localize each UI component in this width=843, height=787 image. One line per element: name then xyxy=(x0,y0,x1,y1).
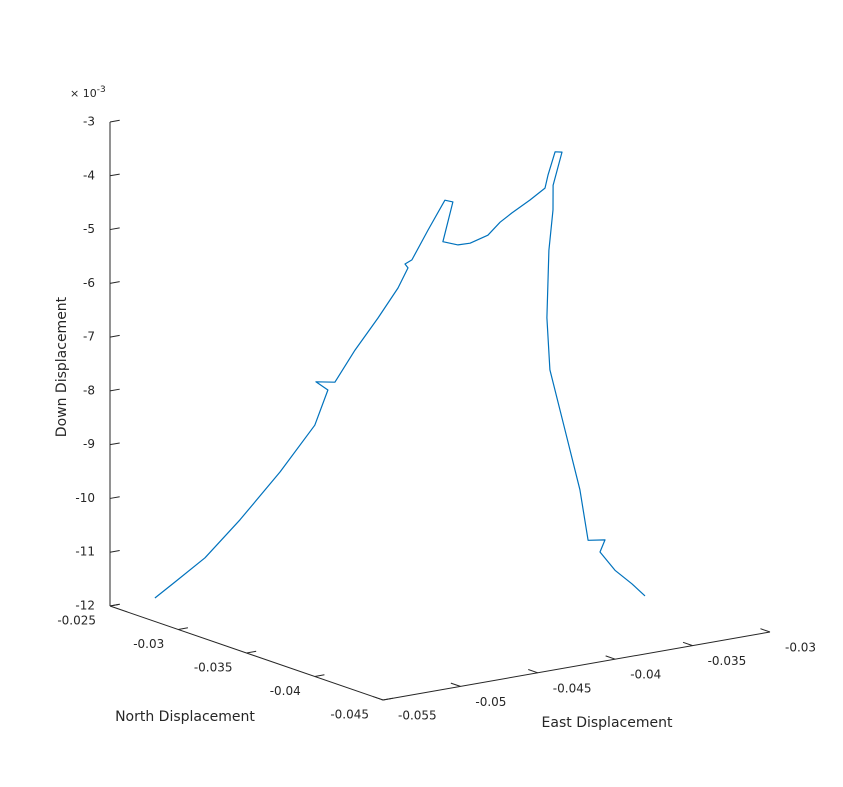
z-tick-label: -12 xyxy=(75,599,95,613)
z-tick xyxy=(109,603,120,607)
z-tick-label: -5 xyxy=(83,222,95,236)
y-tick-label: -0.03 xyxy=(133,637,164,651)
z-tick xyxy=(109,173,120,177)
z-tick xyxy=(109,334,120,338)
z-exponent: × 10-3 xyxy=(70,85,106,101)
y-tick-label: -0.045 xyxy=(330,708,369,722)
z-tick-label: -10 xyxy=(75,491,95,505)
x-tick xyxy=(605,655,616,660)
y-tick-label: -0.025 xyxy=(57,614,96,628)
x-tick-label: -0.03 xyxy=(785,641,816,655)
z-tick-label: -9 xyxy=(83,437,95,451)
x-tick-label: -0.055 xyxy=(398,709,437,723)
y-tick xyxy=(178,627,189,630)
z-exponent-power: -3 xyxy=(97,85,106,95)
y-tick xyxy=(314,674,325,677)
z-tick xyxy=(109,550,120,553)
z-tick-label: -4 xyxy=(83,168,95,182)
y-axis-label: North Displacement xyxy=(115,709,255,725)
z-tick-label: -11 xyxy=(75,545,95,559)
z-exponent-base: × 10 xyxy=(70,87,97,100)
y-tick xyxy=(246,650,257,654)
trajectory-line xyxy=(154,151,646,599)
x-tick xyxy=(373,696,384,701)
z-tick-label: -6 xyxy=(83,276,95,290)
x-tick-label: -0.05 xyxy=(475,695,506,709)
y-tick-label: -0.04 xyxy=(270,684,301,698)
x-tick-label: -0.035 xyxy=(708,654,747,668)
z-tick xyxy=(109,281,120,284)
x-tick-label: -0.045 xyxy=(553,681,592,695)
z-tick xyxy=(109,119,120,123)
x-tick xyxy=(528,669,538,674)
x-tick xyxy=(450,682,461,687)
z-tick xyxy=(109,442,120,446)
x-tick xyxy=(760,628,771,633)
z-tick-label: -7 xyxy=(83,330,95,344)
y-tick xyxy=(382,697,393,701)
x-tick xyxy=(682,641,693,647)
z-axis-label: Down Displacement xyxy=(54,296,70,437)
y-tick-label: -0.035 xyxy=(194,661,233,675)
z-tick xyxy=(109,496,120,499)
z-tick xyxy=(109,388,120,392)
z-tick xyxy=(109,227,120,231)
x-axis-label: East Displacement xyxy=(542,715,673,731)
x-tick-label: -0.04 xyxy=(630,668,661,682)
x-axis-line xyxy=(382,631,771,701)
z-tick-label: -8 xyxy=(83,383,95,397)
z-tick-label: -3 xyxy=(83,115,95,129)
